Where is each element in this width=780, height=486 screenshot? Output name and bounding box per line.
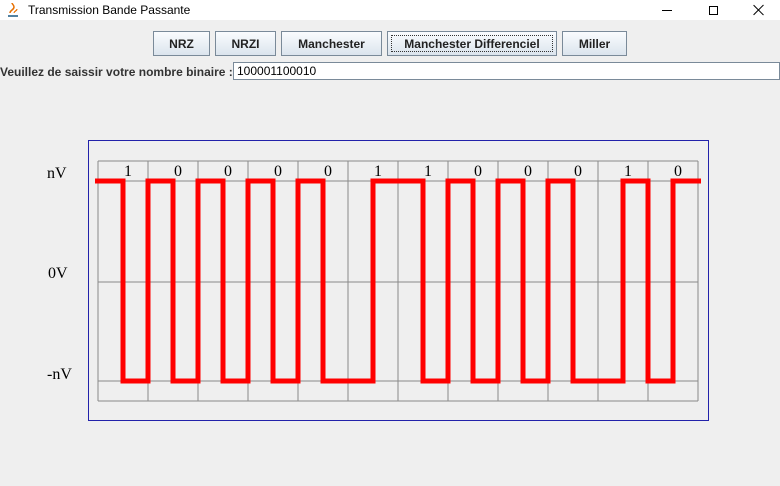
- bit-label: 1: [624, 163, 632, 180]
- encoding-toolbar: NRZ NRZI Manchester Manchester Differenc…: [0, 31, 780, 56]
- bit-label: 0: [274, 163, 282, 180]
- manchester-differenciel-button[interactable]: Manchester Differenciel: [387, 31, 557, 56]
- signal-line: [95, 178, 701, 384]
- bit-label: 0: [324, 163, 332, 180]
- nrzi-button[interactable]: NRZI: [215, 31, 276, 56]
- title-bar: Transmission Bande Passante: [0, 0, 780, 20]
- bit-label: 0: [574, 163, 582, 180]
- bit-label: 1: [424, 163, 432, 180]
- bit-label: 0: [224, 163, 232, 180]
- bit-label: 1: [374, 163, 382, 180]
- manchester-button[interactable]: Manchester: [281, 31, 382, 56]
- java-app-icon: [8, 2, 18, 17]
- miller-button[interactable]: Miller: [562, 31, 627, 56]
- bit-label: 1: [124, 163, 132, 180]
- signal-waveform: [95, 178, 701, 384]
- y-label-zero: 0V: [48, 265, 68, 282]
- nrz-button[interactable]: NRZ: [153, 31, 210, 56]
- window-title: Transmission Bande Passante: [28, 3, 191, 17]
- bit-label: 0: [474, 163, 482, 180]
- bit-label: 0: [674, 163, 682, 180]
- minimize-icon: [662, 9, 672, 11]
- bit-label: 0: [174, 163, 182, 180]
- bit-label: 0: [524, 163, 532, 180]
- bit-labels: 1 0 0 0 0 1 1 0 0 0 1 0: [124, 163, 682, 180]
- chart-grid: [97, 160, 699, 402]
- maximize-icon: [708, 5, 718, 15]
- binary-number-input[interactable]: [233, 62, 780, 80]
- binary-input-label: Veuillez de saissir votre nombre binaire…: [0, 65, 233, 79]
- maximize-button[interactable]: [690, 0, 736, 20]
- minimize-button[interactable]: [644, 0, 690, 20]
- y-label-positive: nV: [47, 165, 67, 182]
- y-label-negative: -nV: [47, 366, 72, 383]
- signal-plot-frame: [88, 140, 709, 421]
